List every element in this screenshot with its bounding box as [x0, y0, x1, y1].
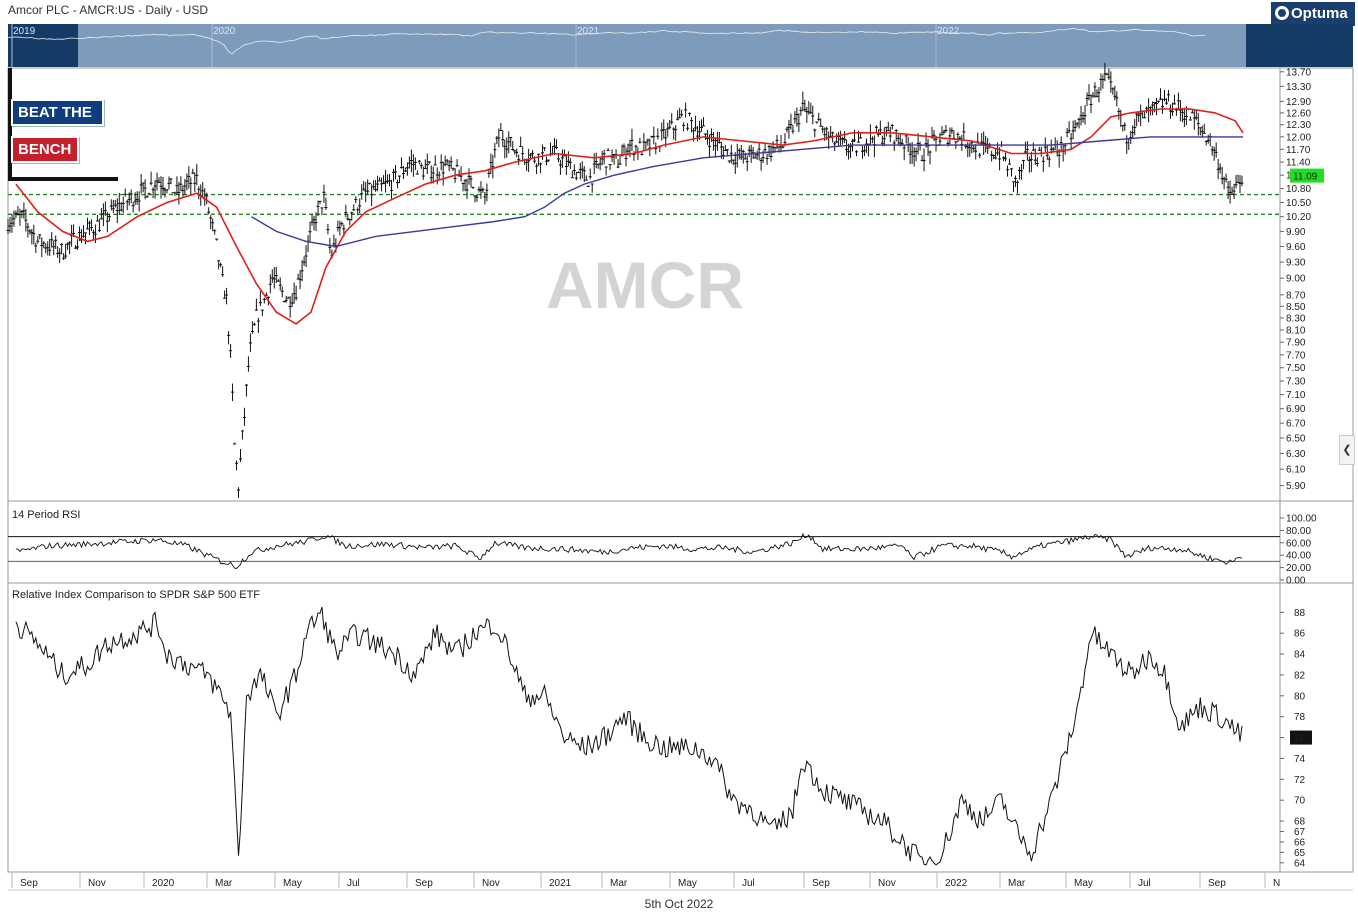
price-tick-label: 12.00 [1286, 132, 1311, 143]
price-tick-label: 12.90 [1286, 97, 1311, 108]
chevron-left-icon: ❮ [1342, 444, 1352, 456]
price-tick-label: 6.10 [1286, 465, 1306, 476]
chart-title: Amcor PLC - AMCR:US - Daily - USD [8, 3, 209, 17]
relative-line [15, 606, 1243, 866]
time-tick-label: May [283, 878, 302, 889]
time-tick-label: Mar [610, 878, 628, 889]
rsi-tick-label: 100.00 [1286, 514, 1317, 525]
time-tick-label: Nov [878, 878, 896, 889]
relative-tick-label: 72 [1294, 775, 1306, 786]
navigator-year-label: 2021 [577, 26, 600, 37]
time-tick-label: Sep [812, 878, 830, 889]
time-tick-label: May [678, 878, 697, 889]
price-tick-label: 6.50 [1286, 434, 1306, 445]
navigator-price-line [8, 28, 1206, 55]
price-tick-label: 10.50 [1286, 198, 1311, 209]
price-tick-label: 12.30 [1286, 120, 1311, 131]
price-tick-label: 8.10 [1286, 325, 1306, 336]
badge-beat-the: BEAT THE [11, 99, 104, 126]
price-tick-label: 10.20 [1286, 212, 1311, 223]
relative-tick-label: 80 [1294, 691, 1306, 702]
time-tick-label: Sep [415, 878, 433, 889]
relative-tick-label: 64 [1294, 858, 1306, 869]
price-tick-label: 9.30 [1286, 258, 1306, 269]
price-tick-label: 7.10 [1286, 390, 1306, 401]
navigator-year-label: 2020 [213, 26, 236, 37]
time-tick-label: Sep [1208, 878, 1226, 889]
rsi-tick-label: 80.00 [1286, 526, 1311, 537]
time-tick-label: Mar [215, 878, 233, 889]
price-tick-label: 11.40 [1286, 158, 1311, 169]
rsi-tick-label: 20.00 [1286, 563, 1311, 574]
price-tick-label: 8.70 [1286, 290, 1306, 301]
time-tick-label: Nov [88, 878, 106, 889]
ma-long-line [251, 136, 1243, 248]
price-tick-label: 11.70 [1286, 145, 1311, 156]
relative-tick-label: 84 [1294, 650, 1306, 661]
navigator-year-label: 2022 [937, 26, 960, 37]
relative-tick-label: 74 [1294, 754, 1306, 765]
relative-tick-label: 86 [1294, 629, 1306, 640]
time-tick-label: Mar [1008, 878, 1026, 889]
price-tick-label: 7.30 [1286, 377, 1306, 388]
navigator-year-label: 2019 [13, 26, 36, 37]
relative-tick-label: 67 [1294, 827, 1306, 838]
price-tick-label: 13.70 [1286, 67, 1311, 78]
price-tick-label: 9.00 [1286, 274, 1306, 285]
price-tick-label: 8.50 [1286, 302, 1306, 313]
price-tick-label: 13.30 [1286, 82, 1311, 93]
time-tick-label: Jul [347, 878, 360, 889]
time-tick-label: 2021 [549, 878, 572, 889]
relative-tick-label: 82 [1294, 670, 1306, 681]
last-price-label: 11.09 [1293, 172, 1318, 183]
relative-tick-label: 88 [1294, 608, 1306, 619]
time-tick-label: May [1074, 878, 1093, 889]
price-tick-label: 6.70 [1286, 419, 1306, 430]
price-tick-label: 10.80 [1286, 184, 1311, 195]
logo-text: Optuma [1291, 5, 1348, 22]
rsi-panel-label: 14 Period RSI [12, 509, 80, 521]
price-tick-label: 8.30 [1286, 313, 1306, 324]
last-relative-box [1290, 730, 1312, 745]
price-tick-label: 9.60 [1286, 242, 1306, 253]
time-tick-label: N [1273, 878, 1280, 889]
price-tick-label: 6.90 [1286, 404, 1306, 415]
price-tick-label: 7.50 [1286, 363, 1306, 374]
price-tick-label: 7.70 [1286, 350, 1306, 361]
relative-tick-label: 78 [1294, 712, 1306, 723]
rsi-line [15, 532, 1243, 569]
rsi-tick-label: 40.00 [1286, 551, 1311, 562]
price-tick-label: 12.60 [1286, 108, 1311, 119]
price-tick-label: 6.30 [1286, 449, 1306, 460]
time-tick-label: Jul [742, 878, 755, 889]
rsi-tick-label: 0.00 [1286, 576, 1306, 587]
time-tick-label: Jul [1138, 878, 1151, 889]
price-tick-label: 5.90 [1286, 481, 1306, 492]
navigator-overview: 2019 2020 2021 2022 [8, 24, 1206, 67]
time-tick-label: Nov [482, 878, 500, 889]
optuma-logo: Optuma [1271, 2, 1355, 26]
price-tick-label: 7.90 [1286, 338, 1306, 349]
relative-panel-label: Relative Index Comparison to SPDR S&P 50… [12, 589, 260, 601]
relative-tick-label: 65 [1294, 848, 1306, 859]
badge-bracket [8, 68, 118, 181]
optuma-logo-icon [1275, 6, 1289, 20]
time-tick-label: 2022 [945, 878, 968, 889]
price-tick-label: 9.90 [1286, 227, 1306, 238]
last-price-box [1290, 168, 1324, 183]
footer-date: 5th Oct 2022 [644, 897, 714, 911]
last-relative-label: 76 [1294, 734, 1306, 745]
relative-tick-label: 68 [1294, 817, 1306, 828]
relative-tick-label: 70 [1294, 796, 1306, 807]
watermark-text: AMCR [546, 248, 744, 322]
relative-tick-label: 66 [1294, 837, 1306, 848]
badge-bench: BENCH [11, 136, 80, 163]
time-tick-label: 2020 [152, 878, 175, 889]
time-tick-label: Sep [20, 878, 38, 889]
ma-short-line [15, 108, 1244, 325]
panel-toggle-button[interactable]: ❮ [1339, 435, 1355, 465]
rsi-tick-label: 60.00 [1286, 538, 1311, 549]
